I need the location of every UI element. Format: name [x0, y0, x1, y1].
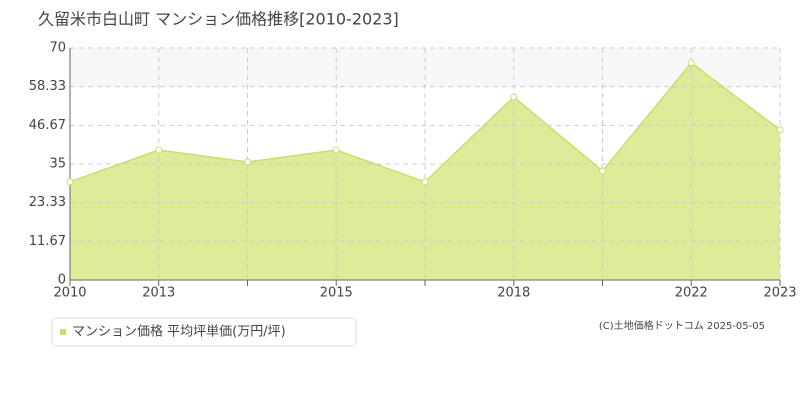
- legend-swatch: [60, 329, 66, 335]
- legend-label: マンション価格 平均坪単価(万円/坪): [72, 324, 286, 340]
- point: [421, 178, 429, 186]
- y-tick-label: 46.67: [29, 118, 66, 133]
- y-tick-label: 23.33: [29, 195, 66, 210]
- point: [244, 158, 251, 166]
- x-tick-label: 2023: [763, 286, 796, 301]
- x-tick-label: 2010: [53, 286, 86, 301]
- point: [332, 146, 340, 154]
- y-tick-label: 35: [49, 157, 66, 172]
- x-tick-label: 2018: [497, 286, 530, 301]
- y-tick-label: 70: [49, 41, 66, 56]
- y-tick-label: 0: [58, 273, 66, 288]
- point: [510, 93, 518, 101]
- legend-box: [51, 317, 357, 347]
- legend: マンション価格 平均坪単価(万円/坪): [51, 317, 357, 347]
- x-tick-label: 2022: [675, 286, 708, 301]
- point: [776, 126, 784, 134]
- point: [66, 178, 74, 186]
- point: [687, 59, 695, 67]
- x-tick-label: 2015: [320, 286, 353, 301]
- x-tick-label: 2013: [142, 286, 175, 301]
- y-tick-label: 58.33: [29, 79, 66, 94]
- point: [155, 146, 163, 154]
- source: (C)土地価格ドットコム 2025-05-05: [599, 319, 765, 332]
- y-tick-label: 11.67: [29, 234, 66, 249]
- point: [599, 167, 606, 175]
- chart-title: 久留米市白山町 マンション価格推移[2010-2023]: [38, 10, 399, 29]
- area: [70, 62, 780, 280]
